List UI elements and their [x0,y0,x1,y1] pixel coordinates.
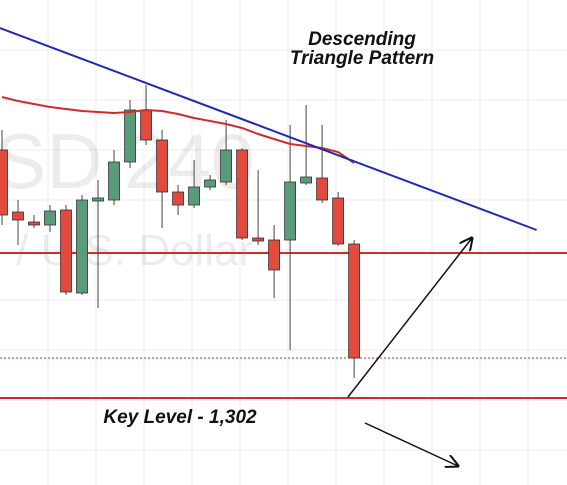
key-level-label: Key Level - 1,302 [103,407,257,428]
arrow-down [364,422,458,466]
moving-average [1,96,355,164]
candle-body [156,139,168,193]
candle-body [268,239,280,271]
arrow-up [347,238,472,398]
candle-body [12,211,24,221]
candle-body [108,161,120,201]
candle-body [140,109,152,141]
trendline [0,27,537,231]
candle-body [92,197,104,202]
watermark: / U.S. Dollar [16,226,253,275]
candle-body [284,181,297,241]
candle-body [172,191,184,206]
plot [0,27,567,399]
candle-body [332,197,345,245]
candle-body [204,179,216,188]
candle-body [220,149,232,183]
candle-body [252,237,264,242]
candle-body [124,109,136,163]
title-line: Descending [308,29,416,50]
candle-body [76,199,88,294]
candle-body [188,186,200,206]
candle-body [236,149,248,239]
candle-body [300,176,313,184]
candle-body [28,221,40,226]
candle-body [44,210,56,226]
candle-body [316,177,329,201]
title-line: Triangle Pattern [290,48,434,69]
candle-body [60,209,72,293]
candle-body [348,243,361,359]
candle-body [0,149,8,216]
